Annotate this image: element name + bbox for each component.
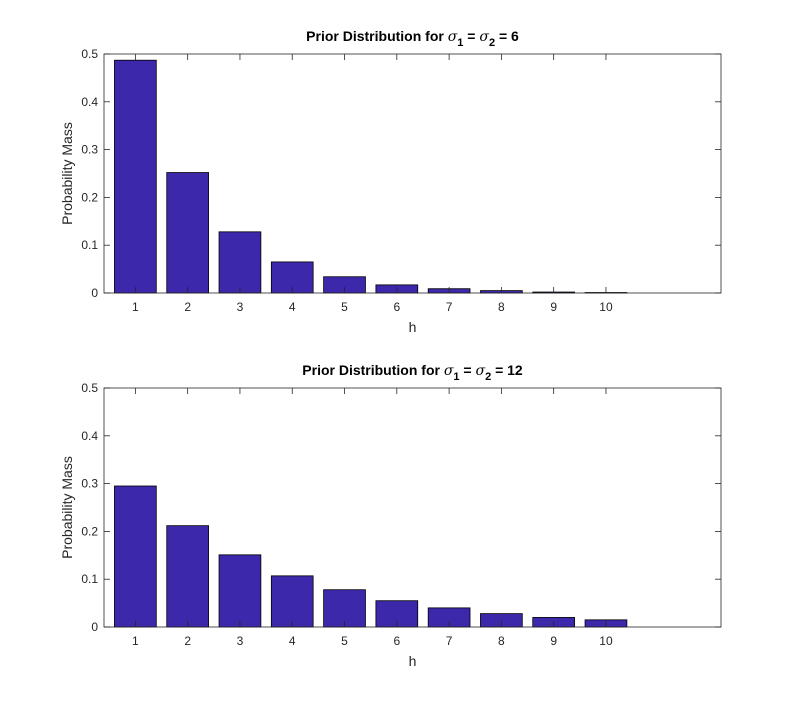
x-tick-label: 8 (498, 634, 505, 648)
x-tick-label: 5 (341, 634, 348, 648)
y-tick-label: 0.5 (81, 47, 98, 61)
x-tick-label: 4 (289, 300, 296, 314)
axes-box (103, 387, 722, 628)
x-tick-label: 1 (132, 634, 139, 648)
x-tick-label: 2 (184, 300, 191, 314)
x-tick-label: 7 (446, 300, 453, 314)
axes-box (103, 53, 722, 294)
y-tick-label: 0.3 (81, 143, 98, 157)
x-tick-label: 7 (446, 634, 453, 648)
bar-2 (166, 525, 209, 628)
y-axis-label: Probability Mass (59, 456, 75, 559)
chart-2: 0 0.1 0.2 0.3 0.4 0.5 1 2 3 4 5 6 7 8 9 10 h Probability … (59, 362, 722, 669)
bar-1 (114, 59, 157, 294)
x-tick-label: 4 (289, 634, 296, 648)
x-axis-label: h (409, 653, 417, 669)
y-tick-label: 0.3 (81, 477, 98, 491)
y-axis-label: Probability Mass (59, 122, 75, 225)
y-tick-label: 0.1 (81, 238, 98, 252)
chart-1: 0 0.1 0.2 0.3 0.4 0.5 1 2 3 4 5 6 7 8 9 10 h Probability … (59, 28, 722, 335)
x-tick-label: 6 (393, 634, 400, 648)
y-tick-label: 0.2 (81, 524, 98, 538)
x-tick-label: 3 (237, 634, 244, 648)
y-tick-label: 0.4 (81, 429, 98, 443)
y-tick-label: 0 (91, 620, 98, 634)
bar-1 (114, 485, 157, 628)
y-tick-label: 0.1 (81, 572, 98, 586)
x-tick-label: 9 (550, 300, 557, 314)
bar-3 (218, 231, 262, 294)
y-tick-label: 0.5 (81, 381, 98, 395)
x-axis-label: h (409, 319, 417, 335)
bar-3 (218, 554, 262, 628)
y-tick-label: 0 (91, 286, 98, 300)
x-tick-label: 10 (599, 634, 613, 648)
bar-5 (323, 589, 366, 628)
x-tick-label: 2 (184, 634, 191, 648)
x-tick-label: 8 (498, 300, 505, 314)
x-tick-label: 10 (599, 300, 613, 314)
x-tick-label: 5 (341, 300, 348, 314)
bar-2 (166, 172, 209, 294)
x-tick-label: 1 (132, 300, 139, 314)
y-tick-label: 0.2 (81, 190, 98, 204)
x-tick-label: 3 (237, 300, 244, 314)
y-tick-label: 0.4 (81, 95, 98, 109)
x-tick-label: 9 (550, 634, 557, 648)
bar-4 (270, 575, 314, 628)
x-tick-label: 6 (393, 300, 400, 314)
chart-title: Prior Distribution for σ1 = σ2 = 6 (306, 28, 519, 49)
chart-title: Prior Distribution for σ1 = σ2 = 12 (302, 362, 523, 383)
